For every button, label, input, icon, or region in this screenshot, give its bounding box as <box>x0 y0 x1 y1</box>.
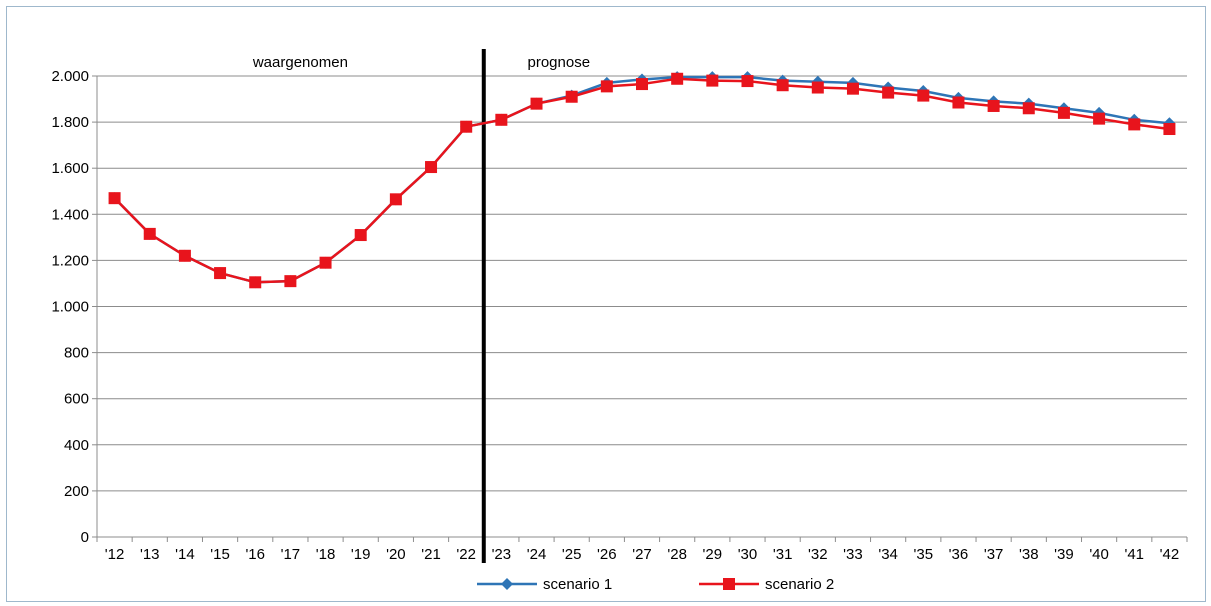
data-point <box>143 227 156 240</box>
data-point <box>425 161 438 174</box>
x-tick-label: '28 <box>667 546 687 563</box>
x-tick-label: '39 <box>1054 546 1074 563</box>
legend-marker <box>723 578 735 590</box>
y-tick-label: 1.200 <box>51 252 89 269</box>
y-tick-label: 200 <box>64 483 89 500</box>
legend-label: scenario 2 <box>765 576 834 593</box>
data-point <box>671 72 684 85</box>
x-tick-label: '41 <box>1124 546 1144 563</box>
x-tick-label: '36 <box>949 546 969 563</box>
data-point <box>389 193 402 206</box>
x-tick-label: '31 <box>773 546 793 563</box>
x-tick-label: '22 <box>456 546 476 563</box>
series-line <box>113 77 1170 284</box>
x-tick-label: '16 <box>245 546 265 563</box>
x-tick-label: '18 <box>316 546 336 563</box>
y-tick-label: 400 <box>64 437 89 454</box>
data-point <box>811 81 824 94</box>
x-tick-label: '19 <box>351 546 371 563</box>
data-point <box>354 229 367 242</box>
y-tick-label: 600 <box>64 391 89 408</box>
data-point <box>706 74 719 87</box>
y-tick-label: 1.600 <box>51 160 89 177</box>
data-point <box>1093 112 1106 125</box>
data-point <box>495 113 508 126</box>
line-chart: 0 200 400 600 800 1.000 1.200 1.400 1.600 1.800 2.… <box>51 49 1188 593</box>
x-tick-label: '32 <box>808 546 828 563</box>
x-tick-label: '29 <box>703 546 723 563</box>
data-point <box>1128 118 1141 131</box>
x-tick-label: '14 <box>175 546 195 563</box>
data-point <box>178 249 191 262</box>
x-tick-label: '26 <box>597 546 617 563</box>
y-tick-label: 1.400 <box>51 206 89 223</box>
data-point <box>1163 123 1176 136</box>
y-axis: 0 200 400 600 800 1.000 1.200 1.400 1.600 1.800 2.… <box>51 68 98 546</box>
gridlines <box>97 75 1187 492</box>
x-tick-label: '33 <box>843 546 863 563</box>
x-tick-label: '15 <box>210 546 230 563</box>
data-point <box>460 120 473 133</box>
y-tick-label: 800 <box>64 345 89 362</box>
data-point <box>214 267 227 280</box>
data-point <box>846 82 859 95</box>
x-tick-label: '12 <box>105 546 125 563</box>
data-point <box>952 96 965 109</box>
region-label-observed: waargenomen <box>252 54 348 71</box>
data-point <box>1057 106 1070 119</box>
x-tick-label: '20 <box>386 546 406 563</box>
data-point <box>917 89 930 102</box>
data-point <box>600 80 613 93</box>
data-point <box>636 78 648 91</box>
data-point <box>987 99 1000 112</box>
series-group <box>108 71 1176 289</box>
x-tick-label: '17 <box>281 546 301 563</box>
region-label-forecast: prognose <box>527 54 590 71</box>
data-point <box>319 256 332 269</box>
series-1 <box>108 71 1176 289</box>
x-tick-label: '34 <box>878 546 898 563</box>
x-tick-label: '30 <box>738 546 758 563</box>
data-point <box>108 192 121 205</box>
x-tick-label: '37 <box>984 546 1004 563</box>
x-tick-label: '38 <box>1019 546 1039 563</box>
data-point <box>1022 102 1035 115</box>
y-tick-label: 0 <box>81 529 89 546</box>
data-point <box>530 97 543 110</box>
x-tick-label: '25 <box>562 546 582 563</box>
x-tick-label: '40 <box>1089 546 1109 563</box>
x-tick-label: '35 <box>914 546 934 563</box>
chart-frame: 0 200 400 600 800 1.000 1.200 1.400 1.600 1.800 2.… <box>6 6 1206 602</box>
x-tick-label: '24 <box>527 546 547 563</box>
series-2 <box>108 72 1176 289</box>
data-point <box>284 275 297 288</box>
x-tick-label: '13 <box>140 546 160 563</box>
data-point <box>882 86 895 99</box>
y-tick-label: 1.000 <box>51 299 89 316</box>
x-tick-label: '23 <box>492 546 512 563</box>
y-tick-label: 1.800 <box>51 114 89 131</box>
x-tick-label: '27 <box>632 546 652 563</box>
y-tick-label: 2.000 <box>51 68 89 85</box>
x-axis: '12 '13 '14 '15 '16 '17 '18 '19 '20 '21 '22 '23 '24 '… <box>96 536 1188 563</box>
legend: scenario 1 scenario 2 <box>477 576 834 593</box>
x-tick-label: '21 <box>421 546 441 563</box>
legend-marker <box>501 578 513 590</box>
data-point <box>741 75 754 88</box>
x-tick-label: '42 <box>1160 546 1180 563</box>
data-point <box>776 79 789 92</box>
data-point <box>249 276 262 289</box>
data-point <box>565 90 578 103</box>
legend-label: scenario 1 <box>543 576 612 593</box>
